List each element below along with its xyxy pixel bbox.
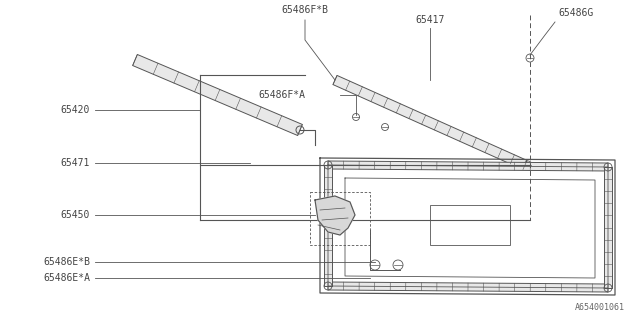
Polygon shape <box>604 167 612 288</box>
Text: 65417: 65417 <box>415 15 445 25</box>
Polygon shape <box>315 196 355 235</box>
Text: 65486G: 65486G <box>558 8 593 18</box>
Text: 65486E*A: 65486E*A <box>43 273 90 283</box>
Polygon shape <box>324 165 332 286</box>
Text: A654001061: A654001061 <box>575 303 625 312</box>
Text: 65486F*A: 65486F*A <box>258 90 305 100</box>
Text: 65486E*B: 65486E*B <box>43 257 90 267</box>
Polygon shape <box>328 161 608 171</box>
Polygon shape <box>333 76 527 170</box>
Polygon shape <box>132 54 302 136</box>
Polygon shape <box>328 282 608 292</box>
Text: 65450: 65450 <box>61 210 90 220</box>
Text: 65471: 65471 <box>61 158 90 168</box>
Text: 65420: 65420 <box>61 105 90 115</box>
Text: 65486F*B: 65486F*B <box>282 5 328 15</box>
Bar <box>430 205 510 245</box>
